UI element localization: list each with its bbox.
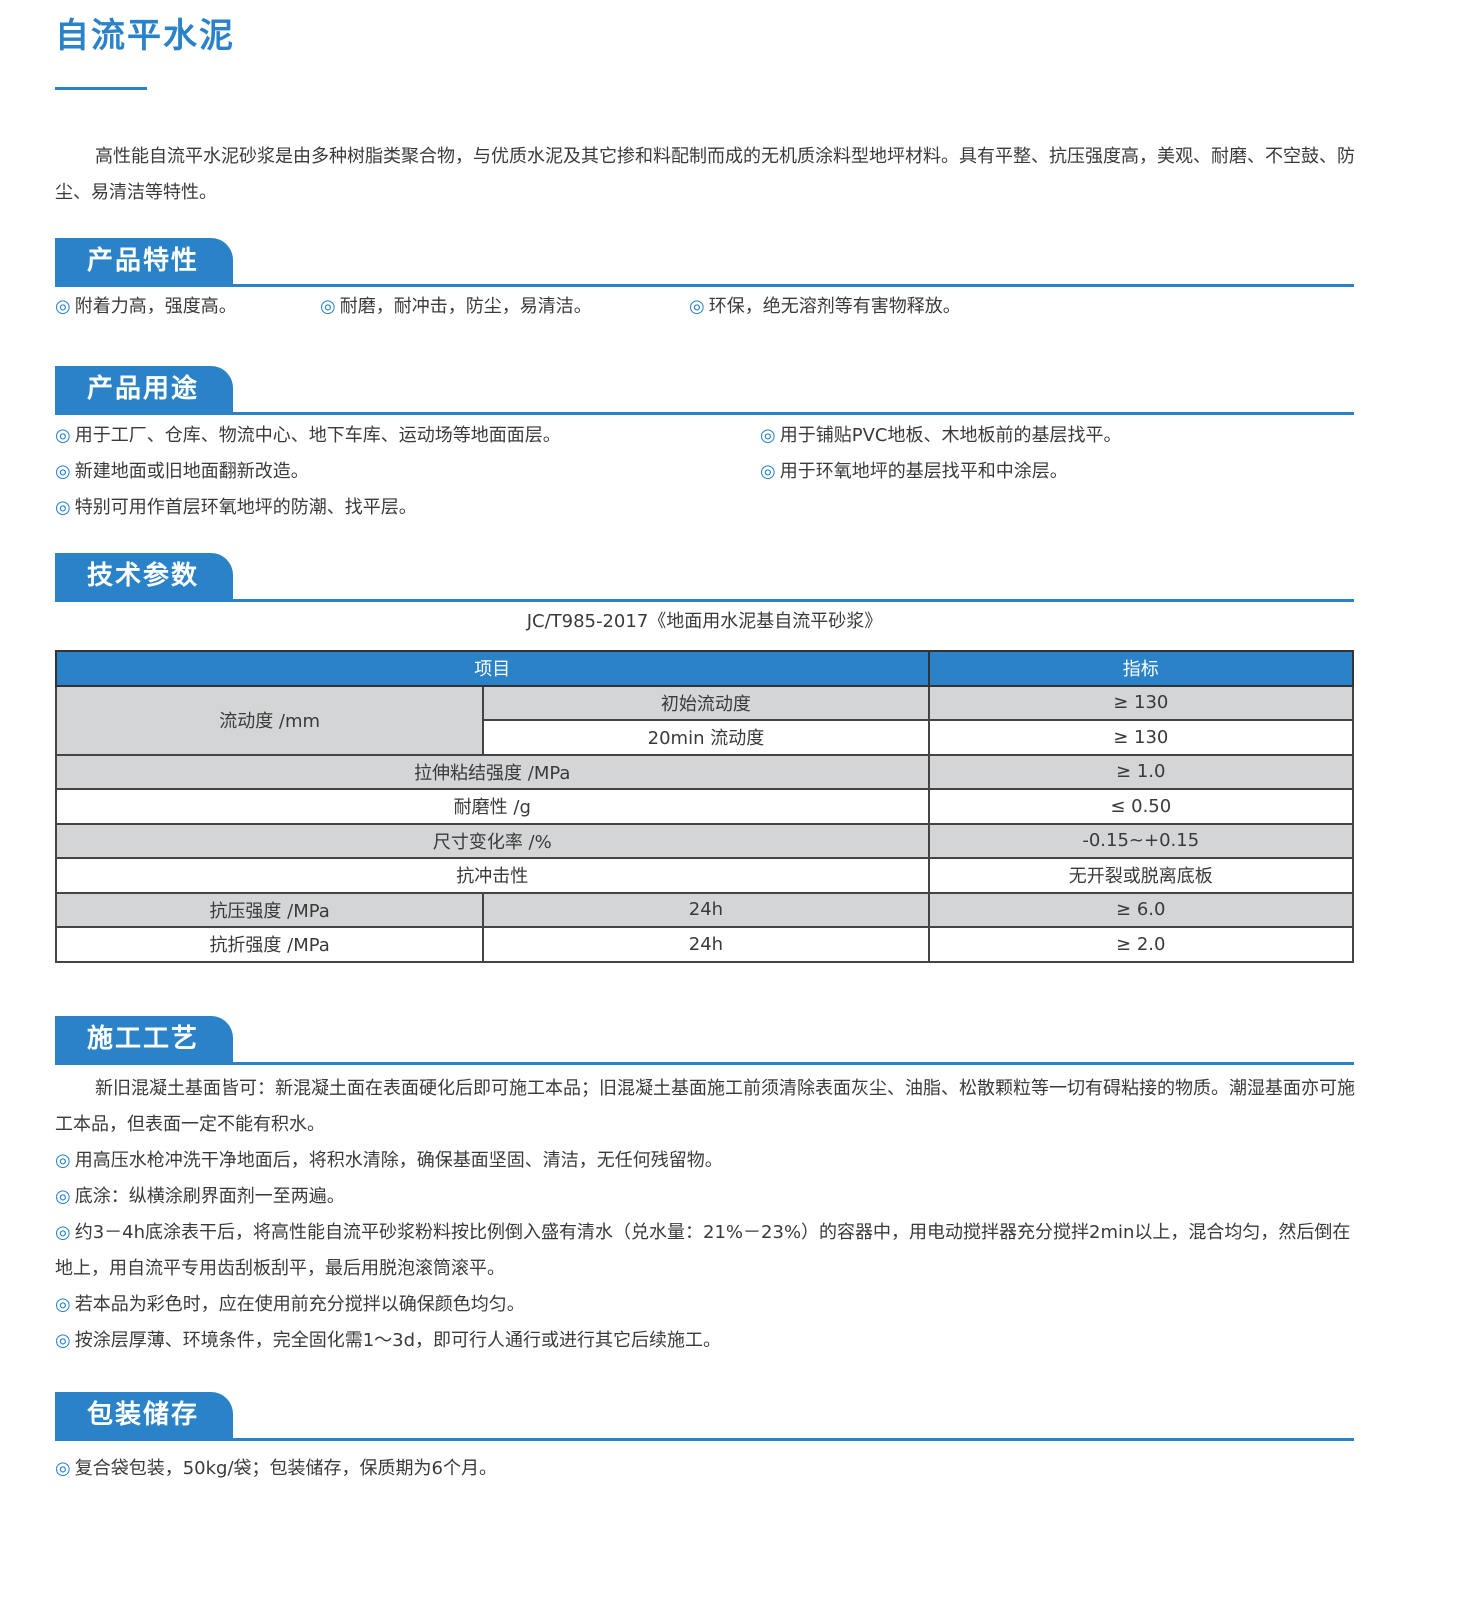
cell-item: 抗冲击性 <box>55 857 930 894</box>
cell-item: 尺寸变化率 /% <box>55 822 930 859</box>
double-circle-icon: ◎ <box>55 497 71 518</box>
cell-item: 抗压强度 /MPa <box>54 891 485 928</box>
feature-item: ◎ 耐磨，耐冲击，防尘，易清洁。 <box>320 296 592 317</box>
double-circle-icon: ◎ <box>55 1222 71 1243</box>
section-tab: 产品用途 <box>55 366 233 412</box>
spec-table: 项目 指标 流动度 /mm 初始流动度 ≥ 130 20min 流动度 ≥ 13… <box>54 650 1355 963</box>
cell-value: ≥ 1.0 <box>927 753 1355 790</box>
table-row: 抗冲击性 无开裂或脱离底板 <box>55 857 1355 894</box>
double-circle-icon: ◎ <box>320 296 336 317</box>
table-row: 流动度 /mm 初始流动度 ≥ 130 <box>54 684 1355 756</box>
feature-item: ◎ 环保，绝无溶剂等有害物释放。 <box>689 296 961 317</box>
process-list: ◎ 用高压水枪冲洗干净地面后，将积水清除，确保基面坚固、清洁，无任何残留物。 ◎ 底… <box>55 1143 1355 1359</box>
double-circle-icon: ◎ <box>55 1458 71 1479</box>
double-circle-icon: ◎ <box>760 461 776 482</box>
title-underline <box>55 87 147 90</box>
process-item: ◎ 若本品为彩色时，应在使用前充分搅拌以确保颜色均匀。 <box>55 1294 525 1315</box>
double-circle-icon: ◎ <box>55 425 71 446</box>
section-tab: 技术参数 <box>55 553 233 599</box>
cell-item: 抗折强度 /MPa <box>54 926 485 963</box>
cell-item: 流动度 /mm <box>54 684 485 756</box>
table-row: 抗压强度 /MPa 24h ≥ 6.0 <box>54 891 1355 928</box>
cell-sub: 24h <box>482 926 930 963</box>
table-row: 耐磨性 /g ≤ 0.50 <box>55 788 1355 825</box>
double-circle-icon: ◎ <box>55 461 71 482</box>
section-header-packaging: 包装储存 <box>55 1390 1354 1441</box>
section-header-features: 产品特性 <box>55 236 1354 287</box>
use-item: ◎ 特别可用作首层环氧地坪的防潮、找平层。 <box>55 497 417 518</box>
header-value: 指标 <box>927 650 1355 687</box>
feature-item: ◎ 附着力高，强度高。 <box>55 296 237 317</box>
cell-sub: 20min 流动度 <box>482 719 930 756</box>
table-row: 拉伸粘结强度 /MPa ≥ 1.0 <box>55 753 1355 790</box>
section-header-process: 施工工艺 <box>55 1014 1354 1065</box>
process-item: ◎ 按涂层厚薄、环境条件，完全固化需1～3d，即可行人通行或进行其它后续施工。 <box>55 1330 722 1351</box>
standard-caption: JC/T985-2017《地面用水泥基自流平砂浆》 <box>526 611 883 632</box>
process-intro: 新旧混凝土基面皆可：新混凝土面在表面硬化后即可施工本品；旧混凝土基面施工前须清除… <box>55 1078 1355 1135</box>
section-tab: 产品特性 <box>55 238 233 284</box>
use-item: ◎ 用于铺贴PVC地板、木地板前的基层找平。 <box>760 425 1122 446</box>
cell-value: 无开裂或脱离底板 <box>927 857 1355 894</box>
double-circle-icon: ◎ <box>55 296 71 317</box>
double-circle-icon: ◎ <box>55 1186 71 1207</box>
cell-value: ≤ 0.50 <box>927 788 1355 825</box>
section-header-specs: 技术参数 <box>55 551 1354 602</box>
header-item: 项目 <box>55 650 930 687</box>
cell-value: ≥ 2.0 <box>927 926 1355 963</box>
packaging-item: ◎ 复合袋包装，50kg/袋；包装储存，保质期为6个月。 <box>55 1458 497 1479</box>
use-item: ◎ 用于环氧地坪的基层找平和中涂层。 <box>760 461 1068 482</box>
intro-paragraph: 高性能自流平水泥砂浆是由多种树脂类聚合物，与优质水泥及其它掺和料配制而成的无机质… <box>55 146 1355 203</box>
section-tab: 施工工艺 <box>55 1016 233 1062</box>
double-circle-icon: ◎ <box>55 1330 71 1351</box>
table-header-row: 项目 指标 <box>55 650 1355 687</box>
cell-value: ≥ 130 <box>927 719 1355 756</box>
double-circle-icon: ◎ <box>55 1294 71 1315</box>
cell-value: ≥ 130 <box>927 684 1355 721</box>
cell-value: ≥ 6.0 <box>927 891 1355 928</box>
cell-value: -0.15~+0.15 <box>927 822 1355 859</box>
cell-item: 拉伸粘结强度 /MPa <box>55 753 930 790</box>
page-title: 自流平水泥 <box>55 16 235 56</box>
process-item: ◎ 约3－4h底涂表干后，将高性能自流平砂浆粉料按比例倒入盛有清水（兑水量：21%… <box>55 1222 1351 1279</box>
section-header-uses: 产品用途 <box>55 364 1354 415</box>
table-row: 20min 流动度 ≥ 130 <box>56 719 1355 756</box>
process-item: ◎ 底涂：纵横涂刷界面剂一至两遍。 <box>55 1186 345 1207</box>
table-row: 尺寸变化率 /% -0.15~+0.15 <box>55 822 1355 859</box>
table-row: 抗折强度 /MPa 24h ≥ 2.0 <box>54 926 1355 963</box>
cell-sub: 初始流动度 <box>482 684 930 721</box>
section-tab: 包装储存 <box>55 1392 233 1438</box>
use-item: ◎ 新建地面或旧地面翻新改造。 <box>55 461 309 482</box>
double-circle-icon: ◎ <box>760 425 776 446</box>
cell-item: 耐磨性 /g <box>55 788 930 825</box>
double-circle-icon: ◎ <box>55 1150 71 1171</box>
double-circle-icon: ◎ <box>689 296 705 317</box>
process-item: ◎ 用高压水枪冲洗干净地面后，将积水清除，确保基面坚固、清洁，无任何残留物。 <box>55 1150 723 1171</box>
cell-sub: 24h <box>482 891 930 928</box>
use-item: ◎ 用于工厂、仓库、物流中心、地下车库、运动场等地面面层。 <box>55 425 561 446</box>
